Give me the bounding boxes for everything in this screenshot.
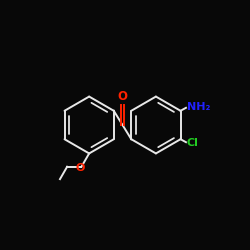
Text: O: O xyxy=(118,90,128,103)
Text: O: O xyxy=(76,163,85,173)
Text: Cl: Cl xyxy=(187,138,198,148)
Text: NH₂: NH₂ xyxy=(187,102,210,112)
